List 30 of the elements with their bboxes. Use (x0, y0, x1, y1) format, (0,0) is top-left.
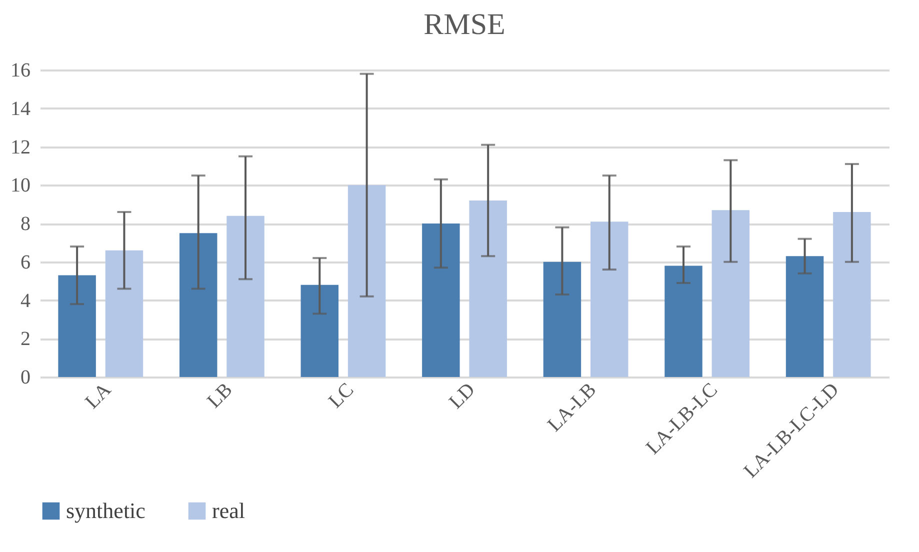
bar (786, 256, 824, 377)
y-tick-label: 0 (20, 366, 30, 388)
legend-label: real (212, 498, 245, 523)
x-tick-label: LA (81, 378, 116, 414)
legend-label: synthetic (66, 498, 146, 523)
bar (105, 250, 144, 377)
y-tick-label: 2 (20, 328, 30, 350)
bar (833, 212, 871, 377)
x-tick-label: LC (324, 378, 358, 412)
y-tick-label: 16 (10, 60, 30, 82)
chart-title: RMSE (424, 8, 506, 41)
bar (348, 185, 386, 377)
y-tick-label: 12 (10, 136, 30, 158)
x-tick-label: LD (444, 378, 480, 414)
bar (469, 200, 507, 377)
y-tick-label: 4 (20, 290, 30, 312)
bar (226, 216, 264, 377)
y-tick-label: 10 (10, 174, 30, 197)
bar (664, 266, 702, 377)
bar (712, 210, 750, 377)
bar (590, 222, 628, 377)
y-tick-label: 6 (20, 251, 30, 274)
bar (543, 262, 582, 377)
x-tick-label: LB (203, 378, 237, 412)
y-tick-label: 14 (10, 98, 30, 120)
bar (179, 233, 218, 377)
y-tick-label: 8 (20, 213, 30, 235)
bar (58, 275, 96, 377)
bar (422, 224, 460, 377)
bar (300, 284, 338, 377)
